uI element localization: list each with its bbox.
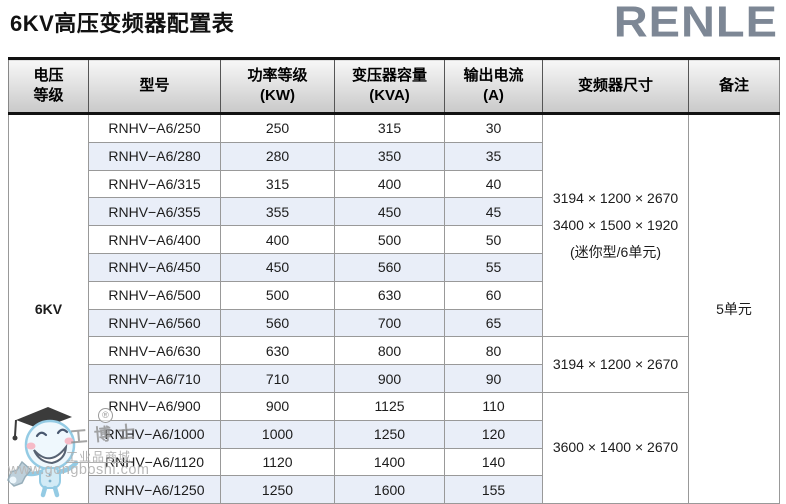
capacity-kva-cell: 1600 bbox=[334, 475, 445, 504]
page-title: 6KV高压变频器配置表 bbox=[10, 11, 235, 36]
current-a-cell: 35 bbox=[444, 141, 543, 171]
table-row: RNHV−A6/315 315 400 40 bbox=[9, 169, 780, 199]
table-row: 6KV RNHV−A6/250 250 315 30 3194 × 1200 × 2670… bbox=[8, 112, 780, 504]
capacity-kva-cell: 900 bbox=[334, 364, 445, 393]
capacity-kva-cell: 1250 bbox=[334, 419, 445, 449]
column-header-0: 电压 等级 bbox=[8, 57, 89, 115]
current-a-cell: 80 bbox=[444, 336, 543, 366]
table-row: RNHV−A6/1000 1000 1250 120 bbox=[9, 419, 780, 449]
table-row: RNHV−A6/355 355 450 45 bbox=[9, 197, 780, 227]
dimension-line: 3194 × 1200 × 2670 bbox=[552, 189, 679, 206]
voltage-class-cell: 6KV bbox=[8, 112, 89, 504]
model-cell: RNHV−A6/630 bbox=[88, 336, 221, 366]
current-a-cell: 140 bbox=[444, 447, 543, 477]
power-kw-cell: 900 bbox=[220, 391, 335, 421]
current-a-cell: 45 bbox=[444, 197, 543, 227]
capacity-kva-cell: 1125 bbox=[334, 391, 445, 421]
table-row: RNHV−A6/630 630 800 80 3194 × 1200 × 2670 bbox=[9, 336, 780, 393]
power-kw-cell: 250 bbox=[220, 113, 335, 143]
model-cell: RNHV−A6/1000 bbox=[88, 419, 221, 449]
power-kw-cell: 500 bbox=[220, 280, 335, 310]
table-row: RNHV−A6/900 900 1125 110 3600 × 1400 × 2670 bbox=[9, 391, 780, 504]
dimensions-cell: 3600 × 1400 × 2670 bbox=[542, 391, 689, 504]
dimensions-cell: 3194 × 1200 × 2670 3400 × 1500 × 1920 (迷你型… bbox=[542, 112, 689, 338]
current-a-cell: 120 bbox=[444, 419, 543, 449]
current-a-cell: 40 bbox=[444, 169, 543, 199]
capacity-kva-cell: 1400 bbox=[334, 447, 445, 477]
remark-cell: 5单元 bbox=[688, 112, 780, 504]
power-kw-cell: 1120 bbox=[220, 447, 335, 477]
table-header-row: 电压 等级 型号 功率等级 (KW) 变压器容量 (KVA) 输出电流 (A) 变频器尺寸… bbox=[8, 57, 780, 115]
current-a-cell: 60 bbox=[444, 280, 543, 310]
renle-logo: RENLE bbox=[613, 0, 778, 46]
power-kw-cell: 280 bbox=[220, 141, 335, 171]
capacity-kva-cell: 315 bbox=[334, 113, 445, 143]
current-a-cell: 110 bbox=[444, 391, 543, 421]
column-header-6: 备注 bbox=[688, 57, 780, 115]
column-header-5: 变频器尺寸 bbox=[542, 57, 689, 115]
model-cell: RNHV−A6/355 bbox=[88, 197, 221, 227]
dimension-line: 3194 × 1200 × 2670 bbox=[552, 356, 679, 373]
model-cell: RNHV−A6/1250 bbox=[88, 475, 221, 504]
power-kw-cell: 400 bbox=[220, 225, 335, 254]
config-table: 电压 等级 型号 功率等级 (KW) 变压器容量 (KVA) 输出电流 (A) 变频器尺寸… bbox=[8, 57, 780, 504]
current-a-cell: 30 bbox=[444, 113, 543, 143]
model-cell: RNHV−A6/1120 bbox=[88, 447, 221, 477]
model-cell: RNHV−A6/280 bbox=[88, 141, 221, 171]
table-row: RNHV−A6/710 710 900 90 bbox=[9, 364, 780, 393]
model-cell: RNHV−A6/900 bbox=[88, 391, 221, 421]
power-kw-cell: 1250 bbox=[220, 475, 335, 504]
model-cell: RNHV−A6/400 bbox=[88, 225, 221, 254]
capacity-kva-cell: 560 bbox=[334, 252, 445, 282]
current-a-cell: 65 bbox=[444, 308, 543, 338]
capacity-kva-cell: 400 bbox=[334, 169, 445, 199]
table-row: RNHV−A6/280 280 350 35 bbox=[9, 141, 780, 171]
column-header-2: 功率等级 (KW) bbox=[220, 57, 335, 115]
table-row: RNHV−A6/560 560 700 65 bbox=[9, 308, 780, 338]
capacity-kva-cell: 350 bbox=[334, 141, 445, 171]
model-cell: RNHV−A6/450 bbox=[88, 252, 221, 282]
power-kw-cell: 1000 bbox=[220, 419, 335, 449]
column-header-1: 型号 bbox=[88, 57, 221, 115]
current-a-cell: 50 bbox=[444, 225, 543, 254]
power-kw-cell: 355 bbox=[220, 197, 335, 227]
dimension-line: 3400 × 1500 × 1920 bbox=[552, 217, 679, 234]
current-a-cell: 90 bbox=[444, 364, 543, 393]
current-a-cell: 155 bbox=[444, 475, 543, 504]
model-cell: RNHV−A6/250 bbox=[88, 113, 221, 143]
table-row: RNHV−A6/400 400 500 50 bbox=[9, 225, 780, 254]
power-kw-cell: 630 bbox=[220, 336, 335, 366]
capacity-kva-cell: 500 bbox=[334, 225, 445, 254]
model-cell: RNHV−A6/710 bbox=[88, 364, 221, 393]
dimension-line: (迷你型/6单元) bbox=[570, 244, 661, 261]
power-kw-cell: 560 bbox=[220, 308, 335, 338]
model-cell: RNHV−A6/315 bbox=[88, 169, 221, 199]
current-a-cell: 55 bbox=[444, 252, 543, 282]
capacity-kva-cell: 630 bbox=[334, 280, 445, 310]
dimensions-cell: 3194 × 1200 × 2670 bbox=[542, 336, 689, 393]
power-kw-cell: 710 bbox=[220, 364, 335, 393]
table-row: RNHV−A6/1120 1120 1400 140 bbox=[9, 447, 780, 477]
column-header-4: 输出电流 (A) bbox=[444, 57, 543, 115]
dimension-line: 3600 × 1400 × 2670 bbox=[552, 439, 679, 456]
model-cell: RNHV−A6/560 bbox=[88, 308, 221, 338]
power-kw-cell: 315 bbox=[220, 169, 335, 199]
capacity-kva-cell: 700 bbox=[334, 308, 445, 338]
column-header-3: 变压器容量 (KVA) bbox=[334, 57, 445, 115]
table-row: RNHV−A6/500 500 630 60 bbox=[9, 280, 780, 310]
power-kw-cell: 450 bbox=[220, 252, 335, 282]
model-cell: RNHV−A6/500 bbox=[88, 280, 221, 310]
capacity-kva-cell: 450 bbox=[334, 197, 445, 227]
capacity-kva-cell: 800 bbox=[334, 336, 445, 366]
